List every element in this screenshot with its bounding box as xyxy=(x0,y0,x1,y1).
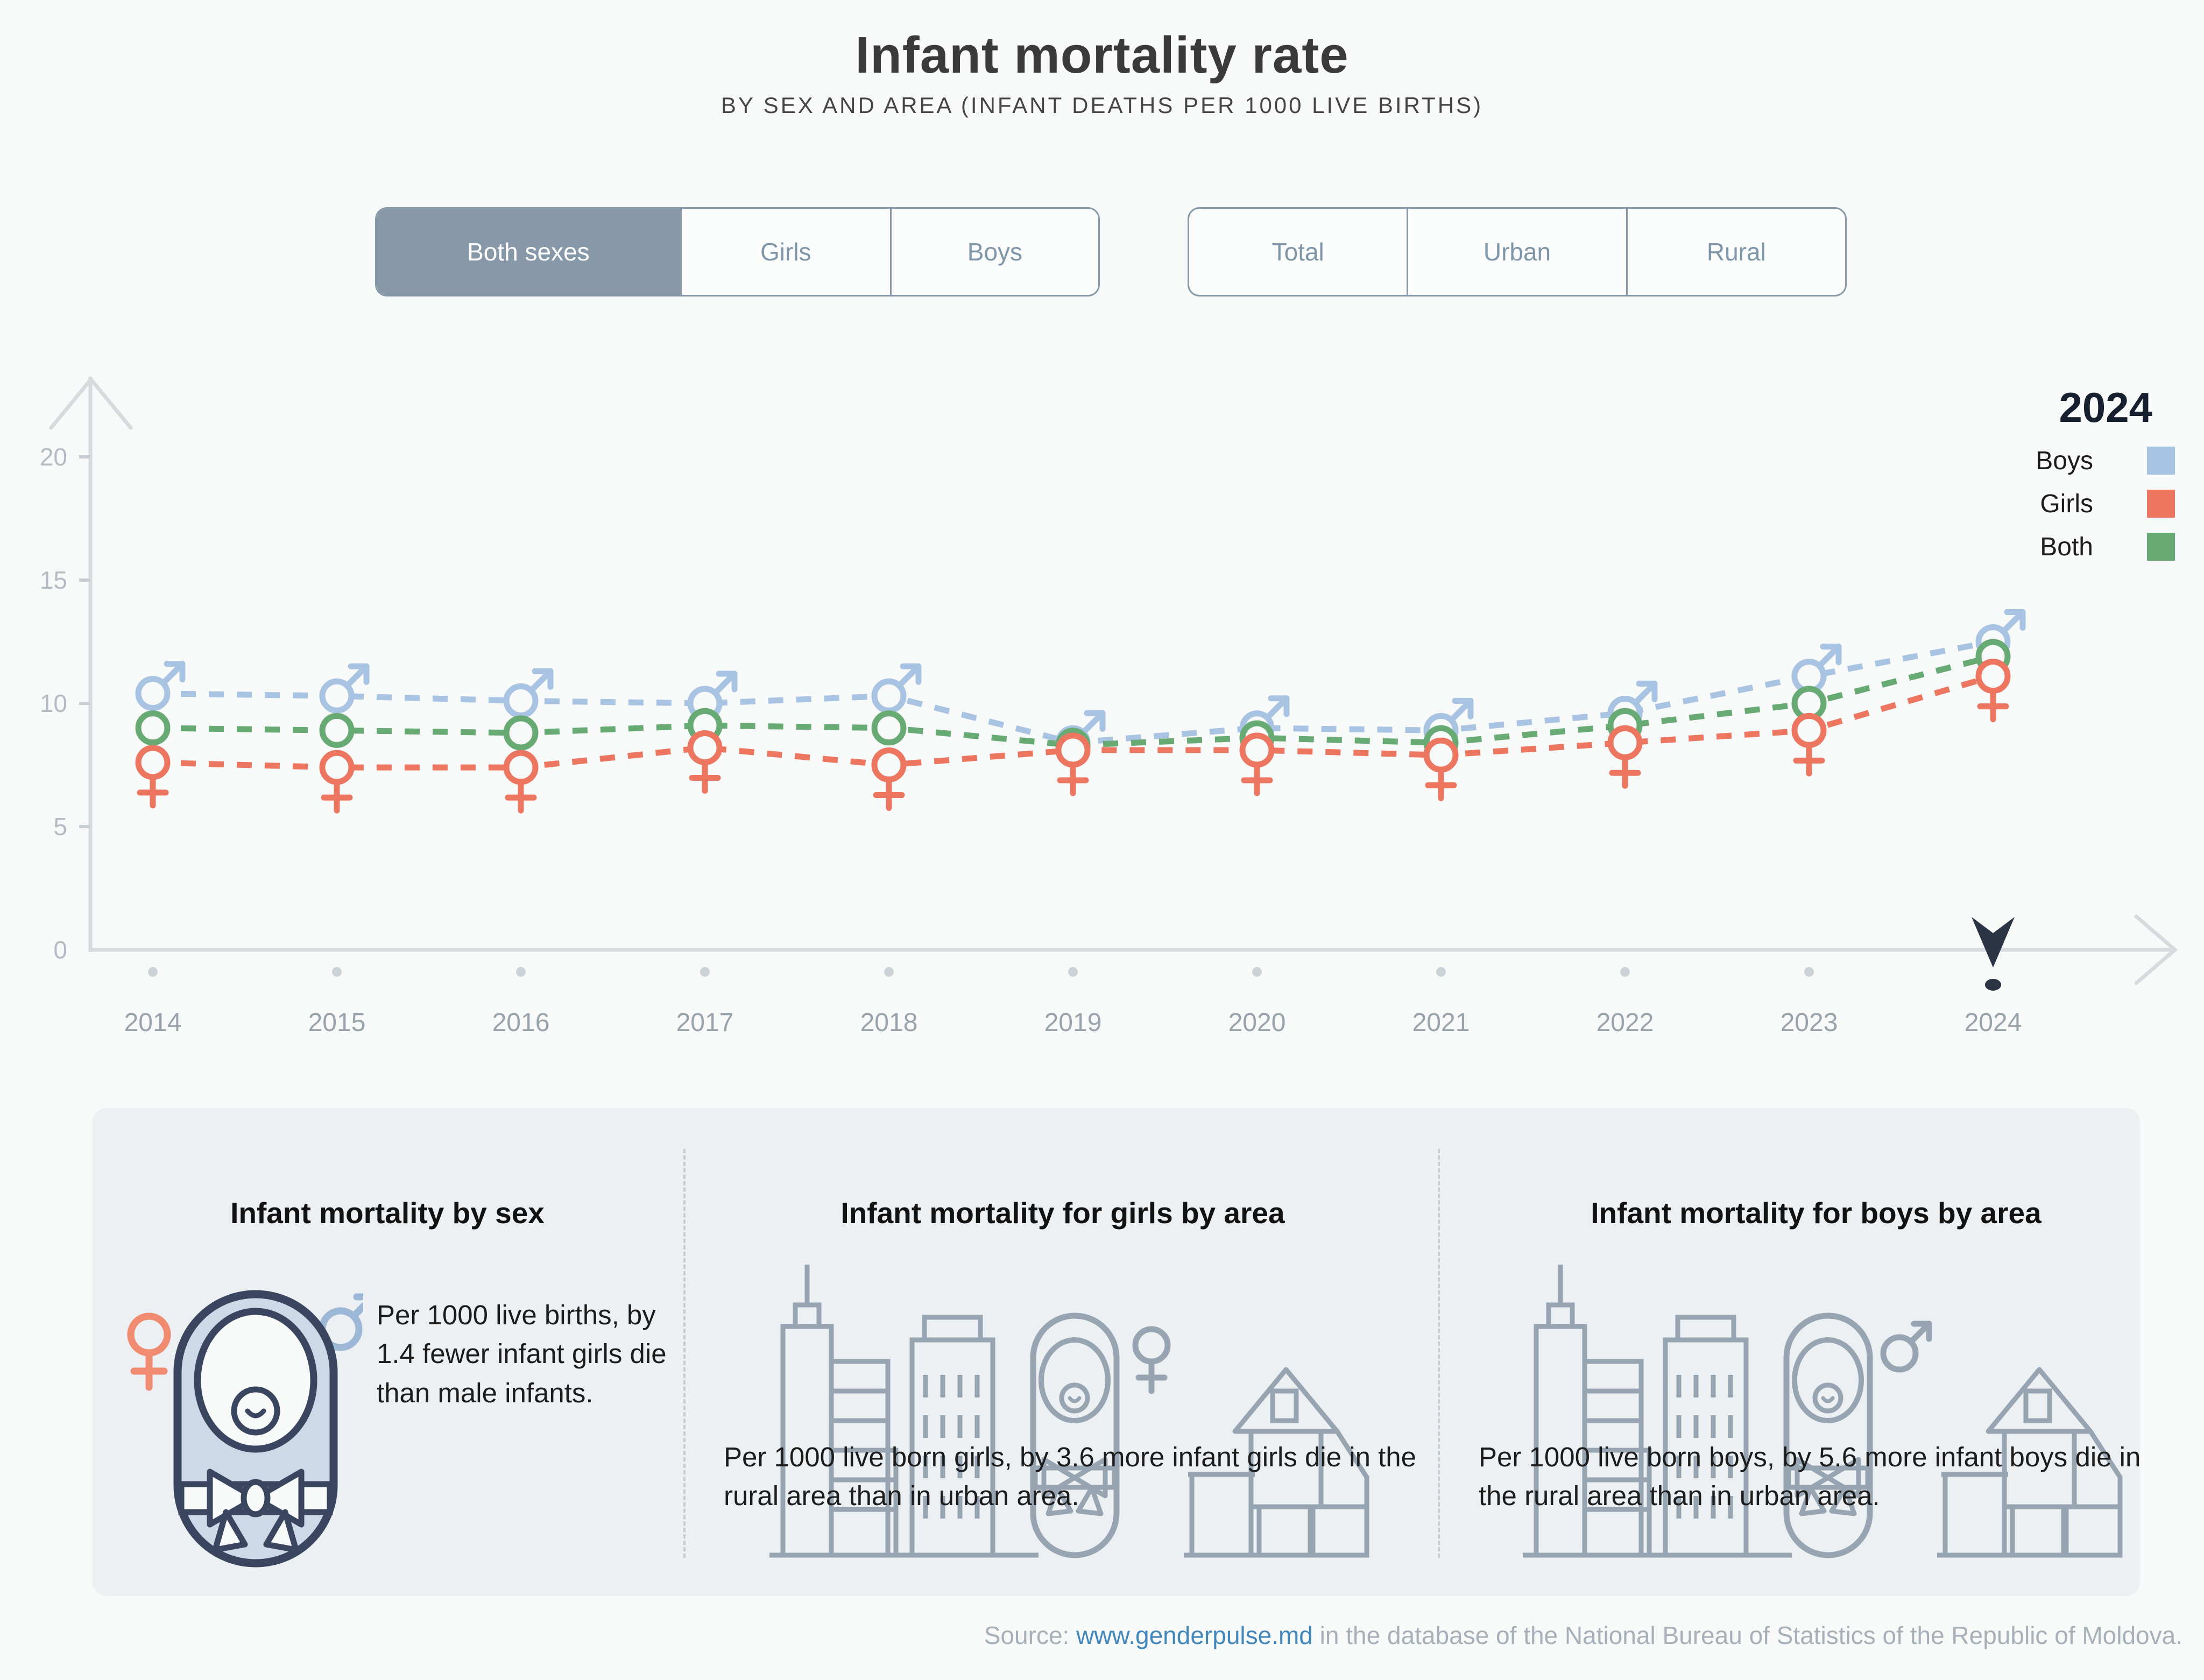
legend-label: Girls xyxy=(2040,489,2093,518)
sex-toggle-group: Both sexes Girls Boys xyxy=(375,207,1100,297)
legend-label: Boys xyxy=(2036,446,2093,475)
area-toggle-group: Total Urban Rural xyxy=(1188,207,1847,297)
x-axis xyxy=(90,914,2178,985)
x-year-label: 2014 xyxy=(124,1008,182,1037)
y-tick-label: 5 xyxy=(53,813,67,841)
year-dot xyxy=(1804,967,1814,977)
x-year-label: 2021 xyxy=(1412,1008,1470,1037)
x-axis-arrow-icon xyxy=(2134,914,2178,985)
legend-label: Both xyxy=(2040,532,2093,561)
baby-icon xyxy=(1030,1312,1120,1558)
boys-color-swatch xyxy=(2147,447,2175,475)
year-dot xyxy=(516,967,526,977)
legend-item-boys: Boys xyxy=(1964,446,2177,475)
sex-toggle-girls[interactable]: Girls xyxy=(680,209,890,295)
sex-toggle-boys[interactable]: Boys xyxy=(889,209,1098,295)
x-year-label: 2024 xyxy=(1965,1008,2022,1037)
y-tick-label: 20 xyxy=(40,443,67,471)
page-subtitle: BY SEX AND AREA (INFANT DEATHS PER 1000 … xyxy=(720,93,1484,118)
male-symbol-icon xyxy=(1880,1321,1932,1373)
y-tick-label: 10 xyxy=(40,689,67,717)
source-suffix: in the database of the National Bureau o… xyxy=(1312,1621,2182,1649)
x-year-label: 2023 xyxy=(1781,1008,1838,1037)
year-dot xyxy=(884,967,894,977)
year-dot xyxy=(1436,967,1446,977)
y-axis-arrow-icon xyxy=(49,376,133,430)
x-year-label: 2017 xyxy=(676,1008,734,1037)
card-text-girls-by-area: Per 1000 live born girls, by 3.6 more in… xyxy=(724,1442,1417,1512)
x-year-label: 2018 xyxy=(860,1008,918,1037)
card-text-boys-by-area: Per 1000 live born boys, by 5.6 more inf… xyxy=(1479,1442,2141,1512)
city-buildings-icon xyxy=(1523,1265,1792,1558)
card-text-mortality-by-sex: Per 1000 live births, by 1.4 fewer infan… xyxy=(377,1300,667,1408)
page-title: Infant mortality rate xyxy=(855,26,1349,84)
source-prefix: Source: xyxy=(984,1621,1077,1649)
x-year-label: 2016 xyxy=(492,1008,550,1037)
baby-swaddle-sex-icon xyxy=(116,1265,377,1590)
series-markers-girls xyxy=(135,659,2011,814)
line-chart: 0 5 10 15 20 2014 2015 2016 2017 2018 2019 2020 2021… xyxy=(40,376,2178,1037)
urban-rural-boys-icon xyxy=(1507,1254,2131,1579)
legend-year: 2024 xyxy=(2059,384,2152,431)
female-symbol-icon xyxy=(1132,1326,1171,1394)
year-dot xyxy=(1252,967,1262,977)
year-dot xyxy=(1068,967,1078,977)
selected-year-dot xyxy=(1985,979,2001,991)
city-buildings-icon xyxy=(769,1265,1039,1558)
source-link[interactable]: www.genderpulse.md xyxy=(1076,1621,1313,1649)
baby-icon xyxy=(173,1290,338,1568)
female-symbol-icon xyxy=(127,1312,171,1391)
x-year-label: 2020 xyxy=(1228,1008,1286,1037)
legend-item-both: Both xyxy=(1964,532,2177,561)
rural-house-icon xyxy=(1184,1367,1369,1558)
chart-legend: 2024 Boys Girls Both xyxy=(1964,383,2177,561)
card-heading-girls-by-area: Infant mortality for girls by area xyxy=(840,1196,1285,1230)
x-year-label: 2022 xyxy=(1597,1008,1654,1037)
area-toggle-total[interactable]: Total xyxy=(1271,238,1324,266)
baby-icon xyxy=(1783,1312,1873,1558)
year-dot xyxy=(148,967,158,977)
rural-house-icon xyxy=(1937,1367,2123,1558)
y-axis: 0 5 10 15 20 xyxy=(40,376,133,964)
y-tick-label: 15 xyxy=(40,566,67,594)
selected-year-pin-icon xyxy=(1972,917,2015,968)
year-dot xyxy=(1620,967,1630,977)
area-toggle-rural[interactable]: Rural xyxy=(1626,209,1845,295)
sex-toggle-both-sexes[interactable]: Both sexes xyxy=(377,209,680,295)
area-toggle-urban[interactable]: Urban xyxy=(1407,209,1626,295)
card-heading-boys-by-area: Infant mortality for boys by area xyxy=(1591,1196,2041,1230)
y-tick-label: 0 xyxy=(53,936,67,964)
source-attribution: Source: www.genderpulse.md in the databa… xyxy=(984,1621,2182,1650)
x-year-label: 2019 xyxy=(1044,1008,1102,1037)
both-color-swatch xyxy=(2147,533,2175,561)
girls-color-swatch xyxy=(2147,490,2175,518)
card-divider xyxy=(1438,1149,1440,1558)
x-year-label: 2015 xyxy=(308,1008,366,1037)
timeline[interactable]: 2014 2015 2016 2017 2018 2019 2020 2021 2022 2023… xyxy=(124,917,2022,1037)
urban-rural-girls-icon xyxy=(753,1254,1378,1579)
card-divider xyxy=(683,1149,686,1558)
legend-item-girls: Girls xyxy=(1964,489,2177,518)
card-heading-mortality-by-sex: Infant mortality by sex xyxy=(230,1196,545,1230)
year-dot xyxy=(700,967,710,977)
year-dot xyxy=(332,967,342,977)
